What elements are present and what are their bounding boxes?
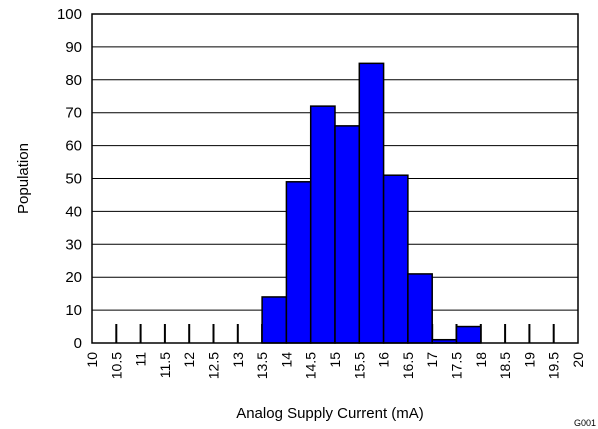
histogram-bar (358, 62, 385, 344)
x-tick-label: 11 (133, 352, 149, 367)
x-tick-label: 19 (521, 352, 537, 368)
x-tick-label: 15.5 (351, 352, 367, 379)
histogram-bar (334, 125, 361, 344)
y-tick-label: 20 (65, 269, 82, 286)
x-tick-label: 12 (181, 352, 197, 368)
y-tick-labels: 0 10 20 30 40 50 60 70 80 90 100 (57, 6, 82, 352)
x-tick-label: 18.5 (497, 352, 513, 379)
y-tick-label: 10 (65, 302, 82, 319)
histogram-bar (261, 296, 288, 344)
x-tick-label: 13.5 (254, 352, 270, 379)
x-tick-label: 10.5 (108, 352, 124, 379)
y-tick-label: 80 (65, 72, 82, 89)
x-tick-label: 17.5 (449, 352, 465, 379)
x-tick-label: 19.5 (546, 352, 562, 379)
x-tick-label: 16 (376, 352, 392, 368)
y-tick-label: 70 (65, 105, 82, 122)
histogram-bar (309, 105, 336, 344)
bars (261, 62, 482, 344)
y-tick-label: 100 (57, 6, 82, 23)
x-tick-label: 16.5 (400, 352, 416, 379)
histogram-bar (382, 174, 409, 344)
histogram-bar (455, 325, 482, 344)
x-tick-label: 15 (327, 352, 343, 368)
plot-area-frame (91, 13, 579, 344)
x-tick-label: 11.5 (157, 352, 173, 378)
y-tick-label: 30 (65, 236, 82, 253)
x-tick-label: 17 (424, 352, 440, 368)
x-tick-labels: 10 10.5 11 11.5 12 12.5 13 13.5 14 14.5 15 15.5 16 16… (84, 352, 586, 379)
histogram-bar (285, 181, 312, 344)
x-tick-label: 12.5 (206, 352, 222, 379)
x-tick-label: 20 (570, 352, 586, 368)
x-tick-label: 18 (473, 352, 489, 368)
x-tick-label: 10 (84, 352, 100, 368)
y-tick-label: 40 (65, 203, 82, 220)
x-tick-label: 14 (278, 352, 294, 368)
figure-id: G001 (574, 418, 596, 428)
y-tick-label: 0 (74, 335, 82, 352)
y-tick-label: 50 (65, 171, 82, 188)
y-axis-label: Population (15, 143, 32, 214)
x-axis-label: Analog Supply Current (mA) (236, 405, 424, 422)
x-tick-label: 14.5 (303, 352, 319, 379)
y-tick-label: 90 (65, 39, 82, 56)
histogram-bar (407, 273, 433, 344)
x-tick-label: 13 (230, 352, 246, 368)
y-tick-label: 60 (65, 138, 82, 155)
